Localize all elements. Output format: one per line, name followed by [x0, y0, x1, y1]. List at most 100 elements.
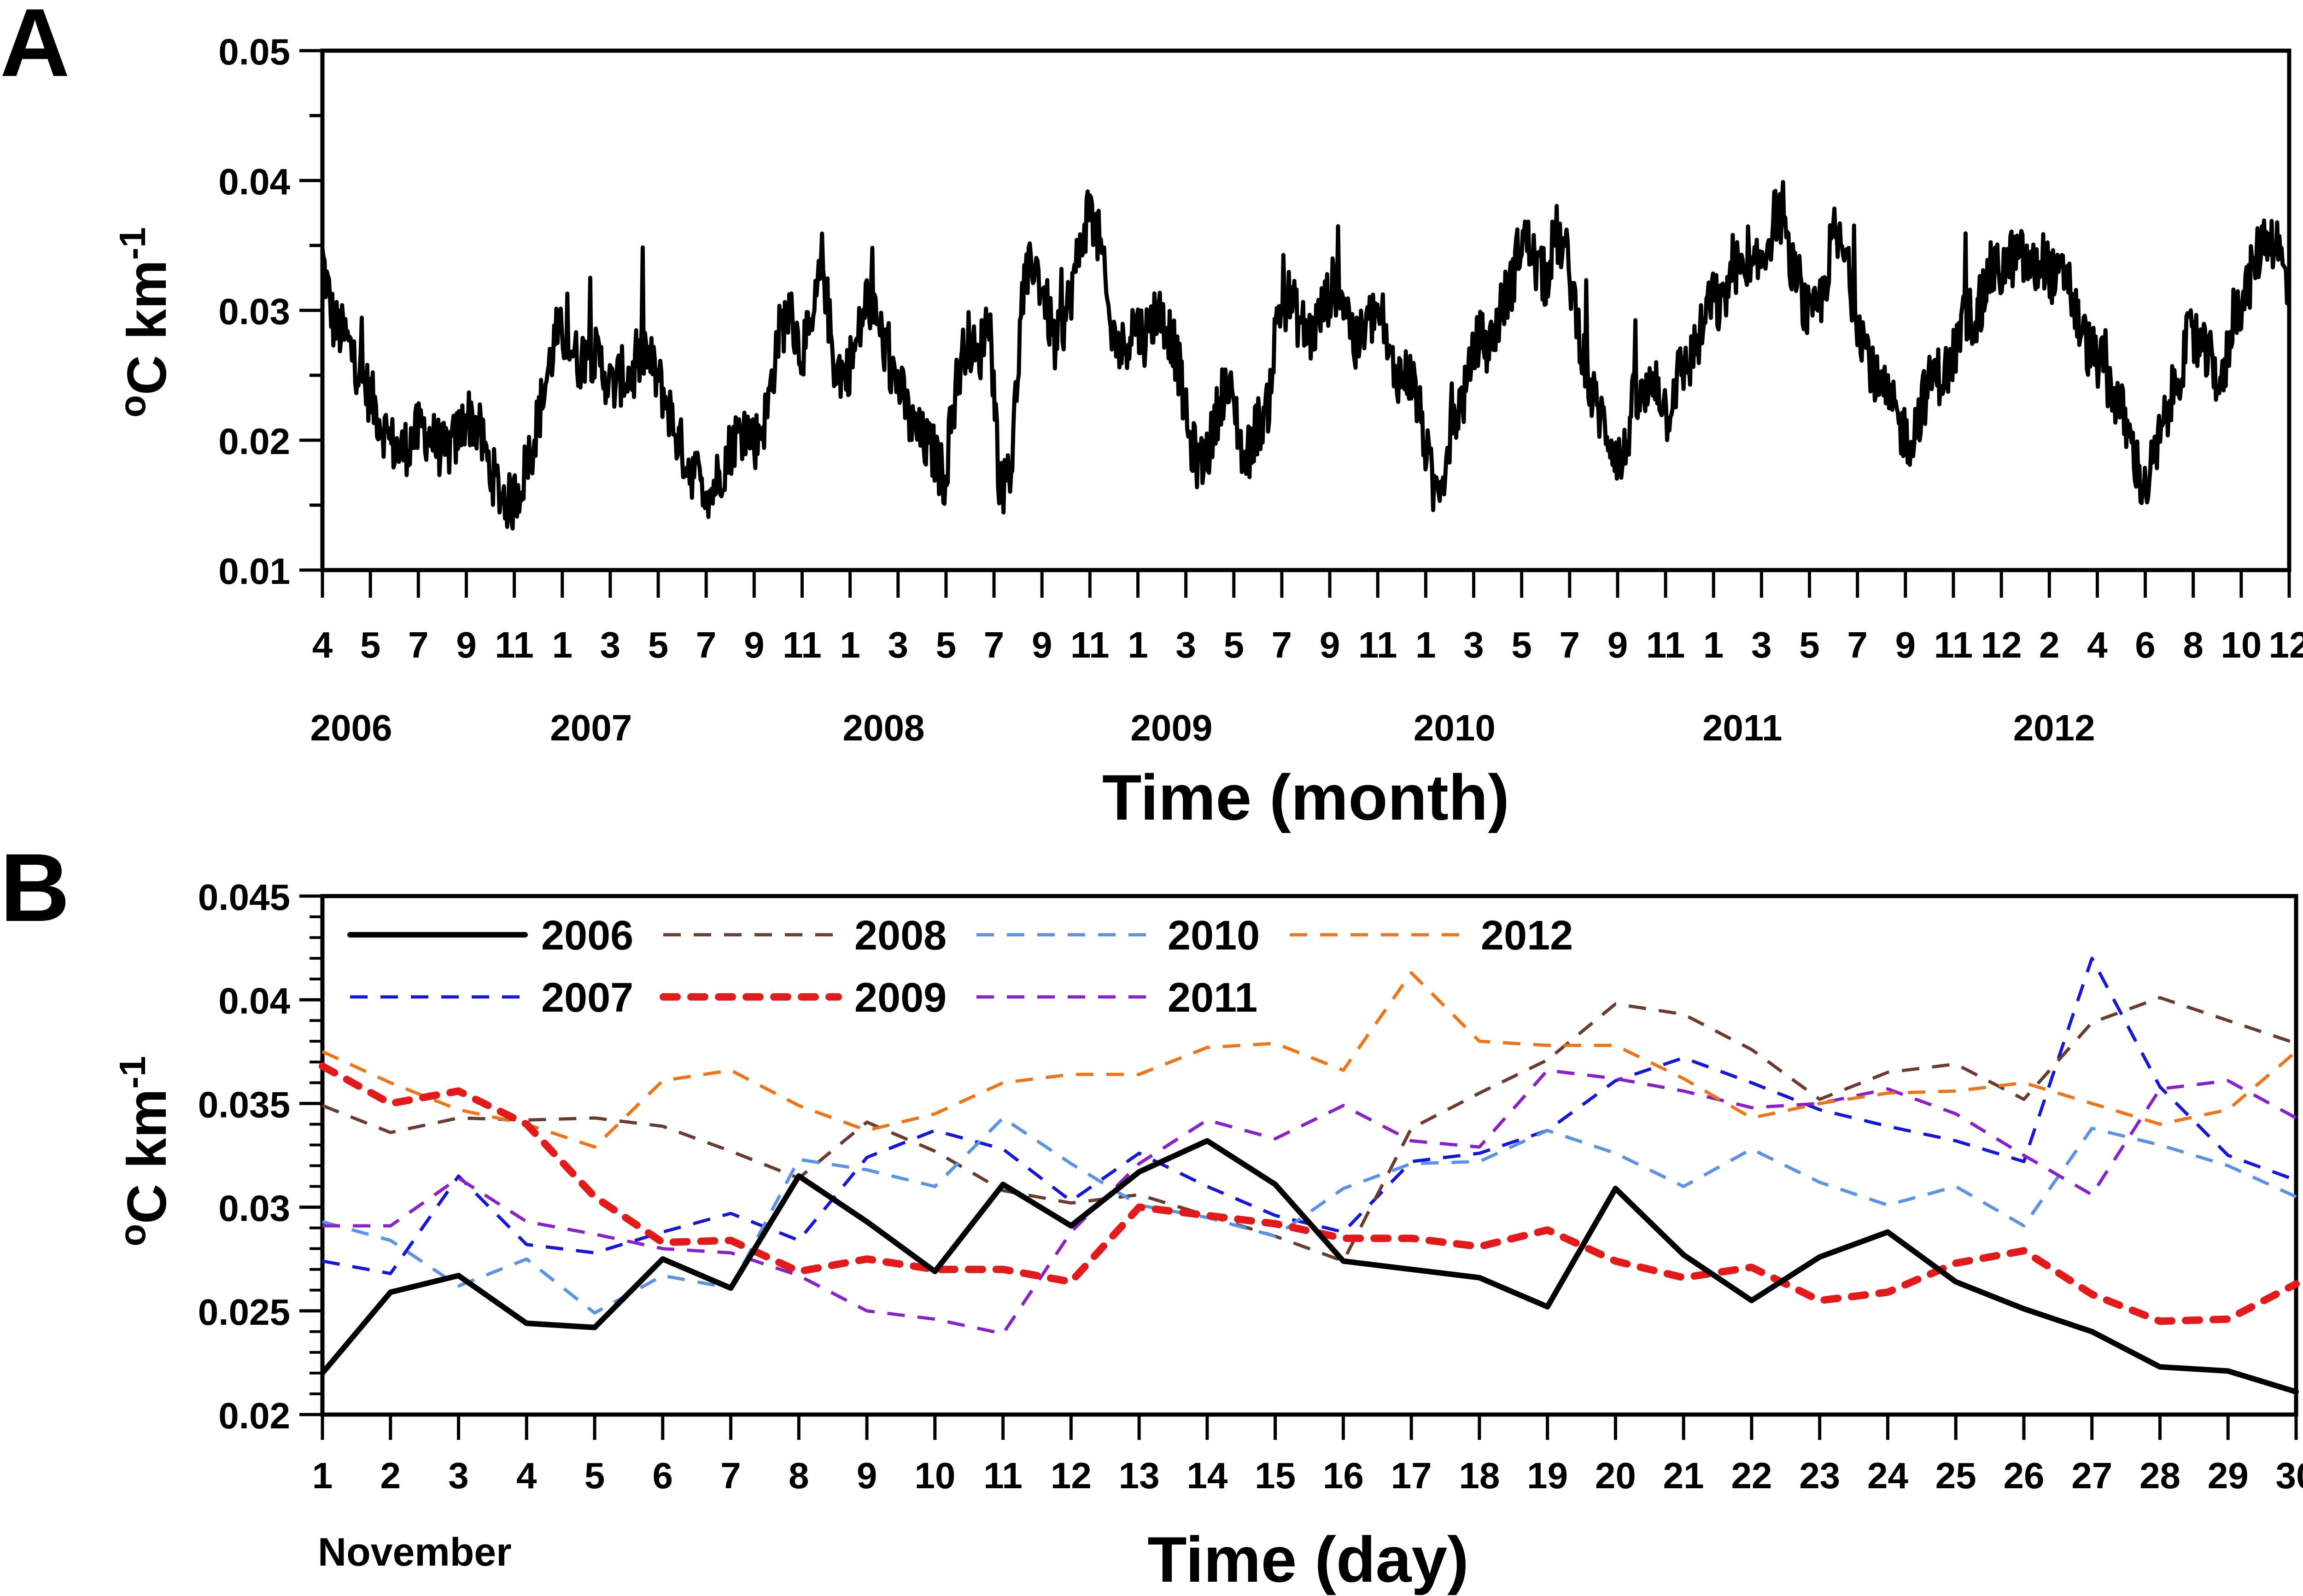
panel-b-x-tick-label: 29	[2208, 1455, 2249, 1496]
panel-a-y-tick-label: 0.01	[218, 551, 290, 592]
panel-b-x-tick-label: 13	[1119, 1455, 1160, 1496]
panel-b-y-tick-label: 0.03	[218, 1188, 290, 1229]
panel-a-month-tick-label: 9	[1320, 624, 1340, 665]
panel-a-month-tick-label: 5	[648, 624, 669, 665]
panel-b-x-tick-label: 19	[1527, 1455, 1568, 1496]
panel-a-y-axis-label: oC km-1	[112, 227, 178, 417]
panel-b-x-tick-label: 18	[1459, 1455, 1500, 1496]
panel-b-x-tick-label: 10	[914, 1455, 955, 1496]
panel-a-month-tick-label: 5	[1224, 624, 1245, 665]
panel-b-y-tick-label: 0.025	[198, 1292, 290, 1333]
panel-a-month-tick-label: 1	[552, 624, 573, 665]
panel-a-month-tick-label: 3	[600, 624, 621, 665]
panel-b-x-tick-label: 12	[1051, 1455, 1092, 1496]
legend-label-2006: 2006	[541, 913, 633, 959]
panel-a-year-label: 2008	[843, 707, 925, 748]
legend-label-2008: 2008	[854, 913, 947, 959]
panel-b-x-axis-title: Time (day)	[1147, 1523, 1469, 1596]
panel-b-series-2011	[322, 1068, 2297, 1335]
panel-b-series-2010	[322, 1116, 2297, 1315]
panel-b-y-tick-label: 0.045	[198, 877, 290, 918]
panel-a-month-tick-label: 4	[312, 624, 333, 665]
panel-a-month-tick-label: 7	[1847, 624, 1868, 665]
panel-a-month-tick-label: 4	[2087, 624, 2108, 665]
panel-b-x-tick-label: 25	[1935, 1455, 1976, 1496]
panel-b-x-tick-label: 24	[1867, 1455, 1908, 1496]
panel-a-month-tick-label: 9	[744, 624, 765, 665]
panel-b-y-tick-label: 0.04	[218, 980, 290, 1021]
panel-a-month-tick-label: 9	[1032, 624, 1052, 665]
panel-a-y-tick-label: 0.05	[218, 31, 290, 72]
panel-a-year-label: 2006	[310, 707, 392, 748]
panel-b-x-tick-label: 4	[516, 1455, 537, 1496]
legend-label-2009: 2009	[854, 975, 947, 1021]
panel-b-x-tick-label: 7	[720, 1455, 741, 1496]
legend-label-2010: 2010	[1168, 913, 1260, 959]
panel-a-month-tick-label: 3	[1175, 624, 1196, 665]
panel-a-month-tick-label: 7	[1560, 624, 1580, 665]
panel-a-y-tick-label: 0.03	[218, 291, 290, 332]
panel-b-series-2012	[321, 971, 2297, 1149]
panel-a-month-tick-label: 5	[936, 624, 957, 665]
panel-b-x-sublabel: November	[318, 1530, 512, 1574]
panel-b-x-tick-label: 16	[1323, 1455, 1364, 1496]
panel-a-y-tick-label: 0.04	[218, 161, 290, 202]
panel-a-month-tick-label: 11	[1070, 624, 1110, 665]
panel-a-plot-frame	[320, 48, 2291, 572]
panel-a-month-tick-label: 9	[456, 624, 477, 665]
panel-b-series-2008	[321, 996, 2297, 1263]
panel-b-legend: 2006 2007 2008 2009 2010 2011 2012	[347, 913, 1573, 1021]
panel-b-x-tick-label: 2	[380, 1455, 401, 1496]
panel-a-month-tick-label: 3	[1751, 624, 1772, 665]
panel-a-month-tick-label: 12	[2269, 624, 2303, 665]
panel-a-month-tick-label: 12	[1981, 624, 2022, 665]
panel-b-series-2009	[319, 1062, 2300, 1325]
panel-b-x-tick-label: 8	[789, 1455, 809, 1496]
panel-b-x-tick-label: 1	[312, 1455, 333, 1496]
panel-a-month-tick-label: 7	[984, 624, 1005, 665]
panel-a-year-label: 2010	[1414, 707, 1496, 748]
panel-b-x-tick-label: 23	[1799, 1455, 1840, 1496]
panel-a: A oC km-1 0.010.020.030.040.054 5 7 9 11 1 3 5 7…	[0, 0, 2303, 833]
panel-a-month-tick-label: 1	[1128, 624, 1148, 665]
panel-a-month-tick-label: 10	[2221, 624, 2262, 665]
panel-a-month-tick-label: 8	[2183, 624, 2204, 665]
panel-b-x-tick-label: 6	[653, 1455, 673, 1496]
panel-a-month-tick-label: 7	[1272, 624, 1292, 665]
panel-b-x-tick-label: 17	[1391, 1455, 1432, 1496]
panel-a-year-label: 2007	[550, 707, 632, 748]
panel-b-x-tick-label: 28	[2139, 1455, 2180, 1496]
panel-a-year-label: 2012	[2013, 707, 2095, 748]
panel-b-x-tick-label: 20	[1595, 1455, 1636, 1496]
panel-b-x-tick-label: 9	[857, 1455, 877, 1496]
panel-a-year-label: 2009	[1130, 707, 1212, 748]
panel-b-x-tick-label: 26	[2003, 1455, 2044, 1496]
panel-b-x-tick-label: 27	[2071, 1455, 2112, 1496]
panel-b-series-2006	[320, 1138, 2299, 1395]
panel-a-month-tick-label: 11	[1358, 624, 1397, 665]
panel-b-x-tick-label: 22	[1731, 1455, 1772, 1496]
panel-b-y-axis-label: oC km-1	[112, 1056, 178, 1246]
panel-a-month-tick-label: 1	[1703, 624, 1724, 665]
panel-a-month-tick-label: 1	[1415, 624, 1436, 665]
panel-a-month-tick-label: 11	[1646, 624, 1685, 665]
panel-a-month-tick-label: 9	[1607, 624, 1628, 665]
panel-a-plot: 0.010.020.030.040.054 5 7 9 11 1 3 5 7 9 11 1 3 5 7 9 11…	[218, 31, 2303, 748]
panel-a-month-tick-label: 11	[783, 624, 822, 665]
legend-label-2011: 2011	[1168, 975, 1257, 1021]
panel-b-label: B	[0, 833, 70, 942]
panel-a-month-tick-label: 7	[696, 624, 717, 665]
panel-a-month-tick-label: 5	[1799, 624, 1820, 665]
panel-b-x-tick-label: 11	[983, 1455, 1023, 1496]
panel-a-month-tick-label: 9	[1895, 624, 1916, 665]
panel-a-x-axis-title: Time (month)	[1102, 761, 1509, 833]
panel-b-y-tick-label: 0.035	[198, 1084, 290, 1125]
panel-a-month-tick-label: 1	[840, 624, 860, 665]
panel-a-y-tick-label: 0.02	[218, 421, 290, 462]
panel-b-x-tick-label: 14	[1187, 1455, 1227, 1496]
panel-a-month-tick-label: 3	[888, 624, 909, 665]
panel-b-x-tick-label: 21	[1663, 1455, 1704, 1496]
panel-a-month-tick-label: 5	[360, 624, 381, 665]
